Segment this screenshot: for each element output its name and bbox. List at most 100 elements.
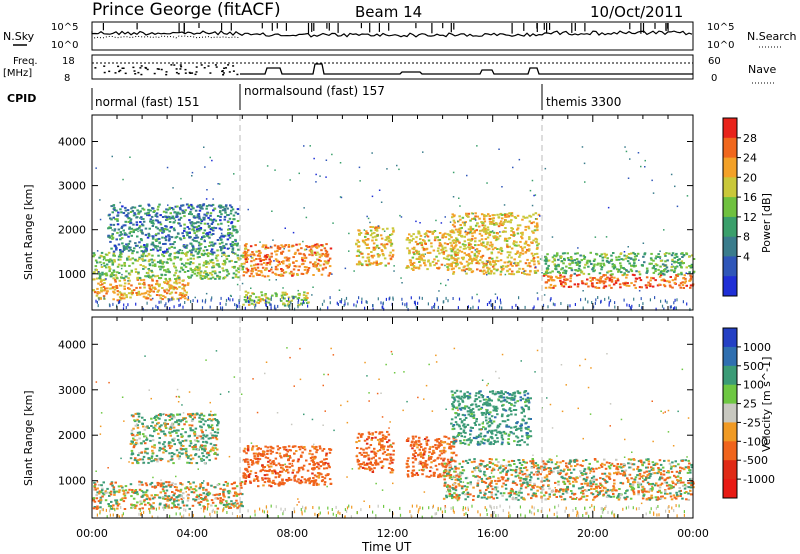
heatmap-cell bbox=[459, 224, 462, 226]
heatmap-cell bbox=[453, 221, 456, 224]
heatmap-cell bbox=[321, 449, 324, 452]
heatmap-cell bbox=[271, 271, 274, 274]
heatmap-cell bbox=[176, 454, 179, 457]
heatmap-cell bbox=[184, 294, 188, 296]
heatmap-cell bbox=[253, 455, 256, 458]
heatmap-speck bbox=[518, 158, 521, 161]
heatmap-cell bbox=[288, 301, 291, 303]
heatmap-cell bbox=[236, 208, 240, 211]
heatmap-cell bbox=[452, 246, 455, 249]
heatmap-cell bbox=[278, 481, 282, 484]
heatmap-cell bbox=[280, 299, 283, 302]
heatmap-cell bbox=[132, 250, 135, 252]
heatmap-ground bbox=[205, 298, 207, 302]
heatmap-cell bbox=[113, 229, 116, 232]
heatmap-cell bbox=[478, 239, 481, 242]
heatmap-ground bbox=[633, 297, 635, 301]
heatmap-cell bbox=[496, 213, 499, 216]
heatmap-cell bbox=[582, 254, 585, 257]
heatmap-ground bbox=[458, 297, 461, 301]
heatmap-cell bbox=[189, 276, 192, 279]
heatmap-cell bbox=[297, 466, 301, 469]
heatmap-cell bbox=[468, 268, 471, 271]
heatmap-ground bbox=[609, 299, 612, 303]
heatmap-cell bbox=[625, 269, 628, 272]
heatmap-cell bbox=[492, 268, 496, 271]
heatmap-cell bbox=[451, 230, 454, 233]
heatmap-cell bbox=[249, 470, 253, 473]
heatmap-cell bbox=[151, 445, 154, 448]
heatmap-ground bbox=[265, 302, 267, 306]
heatmap-cell bbox=[163, 290, 167, 293]
heatmap-cell bbox=[224, 481, 228, 483]
heatmap-cell bbox=[447, 258, 451, 261]
heatmap-cell bbox=[236, 257, 240, 259]
heatmap-cell bbox=[139, 221, 142, 223]
heatmap-cell bbox=[282, 468, 285, 471]
heatmap-cell bbox=[108, 236, 112, 239]
heatmap-cell bbox=[121, 205, 124, 208]
heatmap-cell bbox=[360, 435, 363, 438]
heatmap-cell bbox=[573, 283, 577, 286]
heatmap-cell bbox=[437, 259, 440, 262]
beam-label: Beam 14 bbox=[355, 3, 422, 21]
heatmap-cell bbox=[262, 466, 265, 469]
heatmap-cell bbox=[228, 260, 231, 263]
heatmap-cell bbox=[378, 431, 382, 434]
heatmap-cell bbox=[652, 259, 655, 262]
heatmap-cell bbox=[474, 258, 478, 261]
heatmap-cell bbox=[560, 260, 564, 263]
heatmap-cell bbox=[144, 291, 148, 294]
heatmap-ground bbox=[294, 307, 296, 311]
heatmap-cell bbox=[206, 482, 210, 485]
heatmap-cell bbox=[183, 229, 186, 232]
heatmap-cell bbox=[122, 294, 125, 297]
heatmap-cell bbox=[325, 458, 328, 460]
heatmap-cell bbox=[666, 259, 669, 262]
heatmap-cell bbox=[153, 259, 156, 262]
heatmap-cell bbox=[675, 261, 679, 264]
heatmap-cell bbox=[195, 236, 198, 239]
heatmap-cell bbox=[600, 253, 603, 256]
heatmap-cell bbox=[616, 279, 620, 282]
heatmap-cell bbox=[603, 285, 606, 288]
heatmap-cell bbox=[142, 267, 145, 270]
heatmap-cell bbox=[134, 258, 137, 261]
heatmap-cell bbox=[192, 207, 195, 210]
heatmap-cell bbox=[159, 261, 162, 264]
heatmap-cell bbox=[211, 418, 215, 421]
heatmap-speck bbox=[435, 219, 437, 222]
heatmap-cell bbox=[465, 233, 468, 236]
heatmap-cell bbox=[593, 258, 597, 261]
heatmap-cell bbox=[166, 499, 169, 502]
heatmap-cell bbox=[189, 429, 193, 432]
heatmap-speck bbox=[250, 287, 252, 289]
heatmap-cell bbox=[179, 441, 182, 444]
heatmap-cell bbox=[168, 413, 171, 416]
heatmap-speck bbox=[377, 225, 380, 227]
heatmap-cell bbox=[205, 253, 209, 256]
heatmap-speck bbox=[111, 229, 113, 231]
heatmap-cell bbox=[480, 221, 483, 223]
heatmap-ground bbox=[518, 296, 520, 300]
heatmap-cell bbox=[193, 272, 196, 275]
heatmap-cell bbox=[380, 446, 383, 449]
heatmap-cell bbox=[117, 485, 121, 488]
heatmap-cell bbox=[312, 463, 315, 466]
heatmap-cell bbox=[265, 263, 268, 266]
heatmap-cell bbox=[136, 431, 140, 434]
heatmap-cell bbox=[155, 226, 158, 229]
heatmap-speck bbox=[313, 157, 315, 160]
heatmap-cell bbox=[240, 486, 243, 489]
heatmap-speck bbox=[638, 290, 641, 292]
heatmap-cell bbox=[147, 502, 150, 504]
heatmap-cell bbox=[199, 435, 203, 438]
freq-point bbox=[232, 70, 235, 72]
heatmap-cell bbox=[551, 270, 554, 273]
heatmap-cell bbox=[281, 291, 284, 294]
heatmap-cell bbox=[621, 274, 624, 277]
heatmap-cell bbox=[231, 241, 234, 243]
heatmap-cell bbox=[210, 499, 214, 502]
heatmap-cell bbox=[236, 220, 240, 222]
heatmap-cell bbox=[193, 269, 196, 271]
